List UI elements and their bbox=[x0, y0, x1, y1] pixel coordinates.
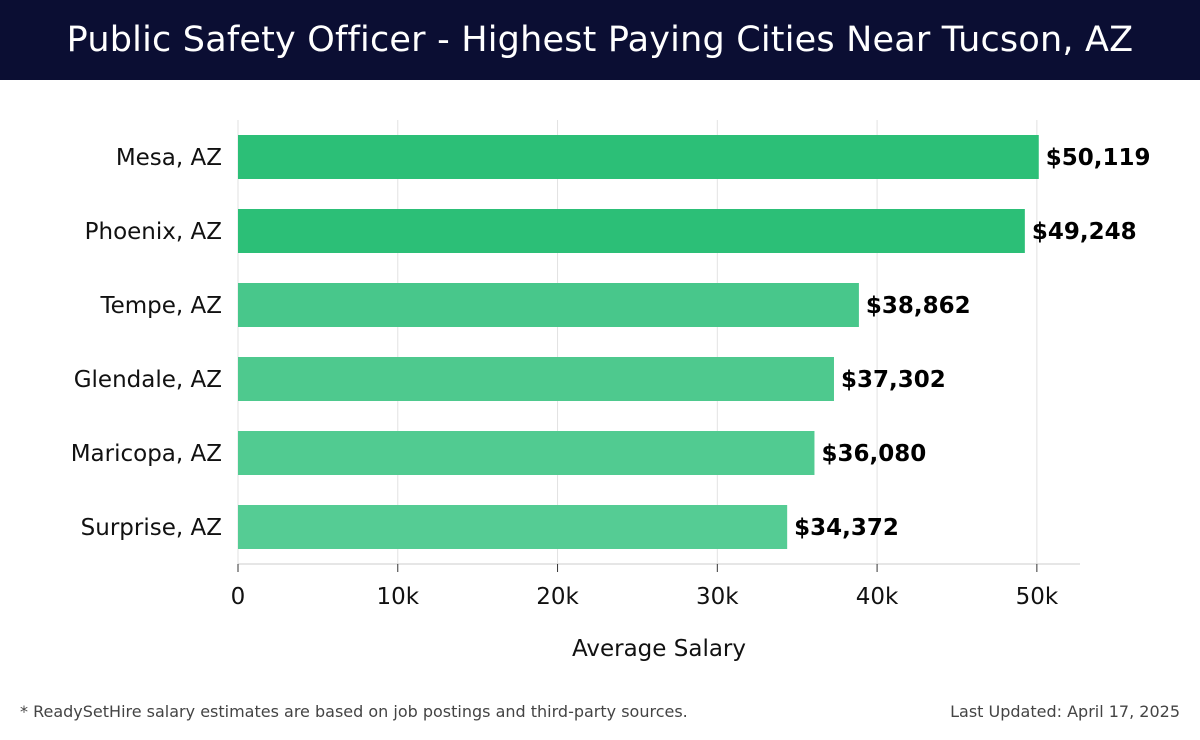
category-label: Phoenix, AZ bbox=[85, 219, 222, 245]
bar bbox=[238, 505, 788, 549]
bar bbox=[238, 431, 815, 475]
value-label: $49,248 bbox=[1032, 219, 1137, 245]
bar bbox=[238, 209, 1025, 253]
value-label: $34,372 bbox=[794, 515, 899, 541]
header-bar: Public Safety Officer - Highest Paying C… bbox=[0, 0, 1200, 80]
category-label: Surprise, AZ bbox=[81, 515, 222, 541]
bar bbox=[238, 283, 859, 327]
x-tick-label: 40k bbox=[856, 584, 899, 610]
footer-note: * ReadySetHire salary estimates are base… bbox=[20, 702, 688, 721]
x-tick-label: 10k bbox=[376, 584, 419, 610]
value-label: $37,302 bbox=[841, 367, 946, 393]
x-tick-label: 50k bbox=[1016, 584, 1059, 610]
value-label: $50,119 bbox=[1046, 145, 1151, 171]
category-label: Glendale, AZ bbox=[74, 367, 222, 393]
footer: * ReadySetHire salary estimates are base… bbox=[0, 696, 1200, 728]
bar bbox=[238, 135, 1039, 179]
category-label: Tempe, AZ bbox=[99, 293, 222, 319]
category-label: Mesa, AZ bbox=[116, 145, 222, 171]
last-updated: Last Updated: April 17, 2025 bbox=[950, 702, 1180, 721]
value-label: $38,862 bbox=[866, 293, 971, 319]
x-axis-title: Average Salary bbox=[572, 636, 746, 662]
x-tick-label: 20k bbox=[536, 584, 579, 610]
value-label: $36,080 bbox=[821, 441, 926, 467]
page-title: Public Safety Officer - Highest Paying C… bbox=[66, 20, 1134, 60]
x-tick-label: 30k bbox=[696, 584, 739, 610]
salary-bar-chart: Mesa, AZ $50,119 Phoenix, AZ $49,248 Tempe, … bbox=[71, 120, 1151, 662]
bar bbox=[238, 357, 834, 401]
category-label: Maricopa, AZ bbox=[71, 441, 222, 467]
x-tick-label: 0 bbox=[231, 584, 246, 610]
